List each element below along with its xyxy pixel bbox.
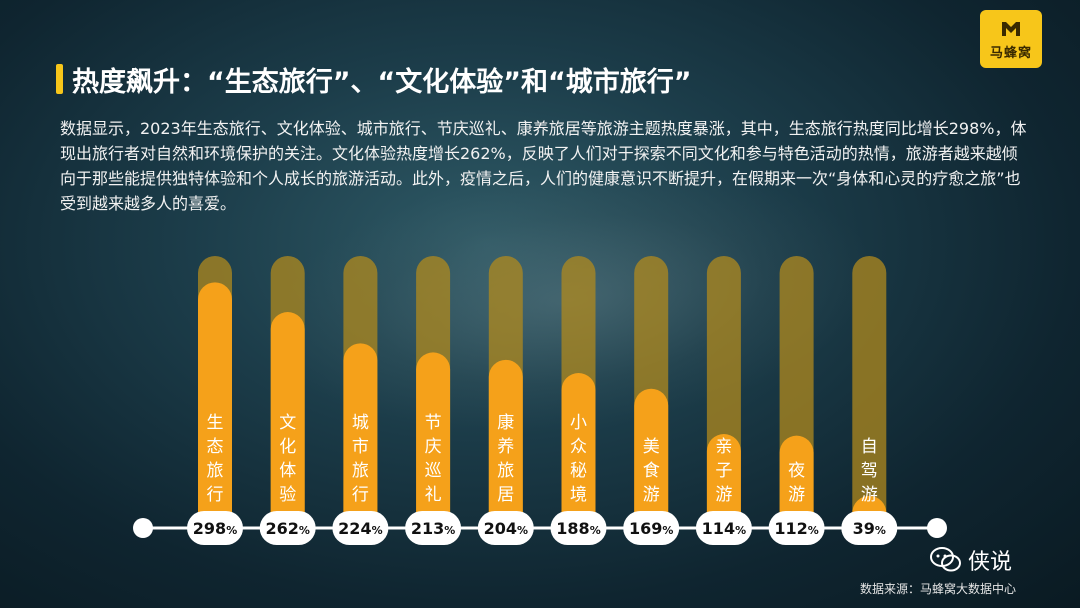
bars-group	[198, 256, 887, 528]
category-label: 小众秘境	[570, 413, 587, 505]
value-pill	[623, 511, 680, 545]
category-label: 美食游	[643, 437, 660, 505]
value-pill	[477, 511, 534, 545]
value-label: 112%	[774, 519, 818, 538]
wechat-icon	[930, 547, 961, 572]
value-pill	[405, 511, 462, 545]
value-pill	[187, 511, 243, 545]
description-text: 数据显示，2023年生态旅行、文化体验、城市旅行、节庆巡礼、康养旅居等旅游主题热…	[60, 119, 1027, 213]
category-label: 文化体验	[279, 413, 296, 505]
data-source: 数据来源：马蜂窝大数据中心	[860, 582, 1017, 596]
category-label: 自驾游	[861, 437, 878, 505]
value-pill	[768, 511, 825, 545]
bar	[343, 343, 378, 528]
category-label: 亲子游	[715, 437, 732, 505]
page-title: 热度飙升：“生态旅行”、“文化体验”和“城市旅行”	[72, 67, 692, 98]
m-logo-icon	[1002, 21, 1020, 36]
value-label: 114%	[702, 519, 746, 538]
baseline-start-dot	[133, 518, 153, 538]
bar	[779, 435, 814, 528]
bar	[416, 352, 451, 528]
bar	[634, 388, 669, 528]
value-pill	[259, 511, 316, 545]
baseline-end-dot	[927, 518, 947, 538]
value-pill	[332, 511, 389, 545]
category-label: 节庆巡礼	[425, 413, 442, 505]
value-pill	[550, 511, 607, 545]
footer-brand: 侠说	[930, 544, 1012, 576]
bar	[270, 312, 305, 528]
mafengwo-logo: 马蜂窝	[980, 10, 1042, 68]
value-label: 262%	[265, 519, 309, 538]
value-label: 213%	[411, 519, 455, 538]
value-label: 169%	[629, 519, 673, 538]
category-label: 夜游	[788, 461, 805, 505]
value-label: 298%	[193, 519, 237, 538]
bar-track	[852, 256, 887, 528]
bar	[561, 373, 596, 528]
value-pill	[841, 511, 898, 545]
category-label: 康养旅居	[497, 413, 514, 505]
bar	[706, 434, 741, 528]
value-label: 188%	[556, 519, 600, 538]
value-label: 204%	[484, 519, 528, 538]
title-accent-bar	[56, 64, 63, 94]
value-label: 39%	[853, 519, 886, 538]
value-label: 224%	[338, 519, 382, 538]
category-label: 城市旅行	[352, 413, 369, 505]
footer-brand-text: 侠说	[968, 550, 1013, 575]
logo-text: 马蜂窝	[989, 45, 1032, 61]
category-label: 生态旅行	[207, 413, 224, 505]
bar	[488, 359, 523, 528]
bar	[198, 282, 232, 528]
value-pill	[695, 511, 752, 545]
